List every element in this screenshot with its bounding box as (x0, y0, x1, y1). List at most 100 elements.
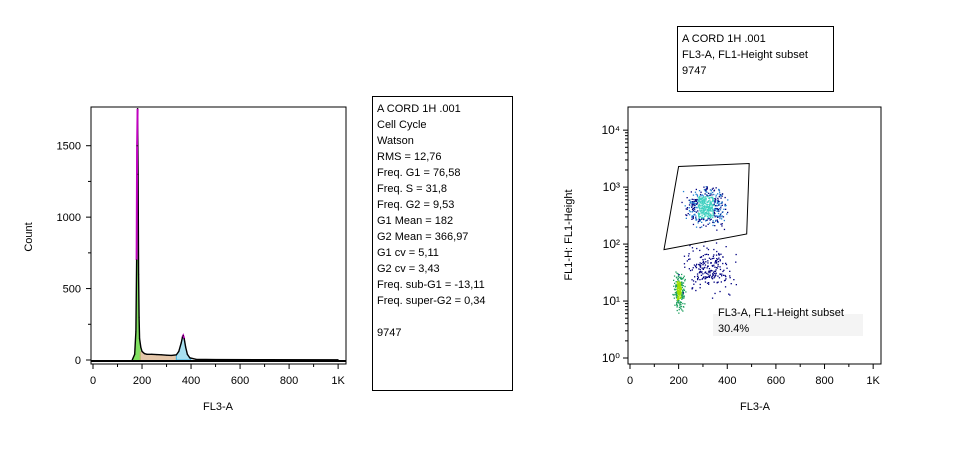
scatter-point (697, 275, 699, 277)
scatter-point (679, 286, 681, 289)
scatter-y-label: FL1-H: FL1-Height (563, 189, 575, 280)
scatter-point (677, 301, 679, 303)
scatter-point (680, 294, 682, 296)
scatter-x-tick-label: 200 (669, 375, 687, 387)
scatter-point (701, 197, 703, 199)
scatter-point (718, 254, 721, 256)
scatter-point (700, 274, 703, 276)
scatter-point (695, 211, 697, 213)
scatter-point (706, 187, 708, 189)
scatter-point (704, 258, 706, 260)
scatter-point (706, 247, 708, 249)
scatter-point (716, 204, 718, 207)
scatter-point (676, 283, 678, 285)
scatter-point (692, 287, 694, 289)
scatter-point (704, 201, 706, 203)
scatter-point (713, 189, 716, 191)
scatter-point (718, 277, 721, 279)
histogram-point (131, 359, 133, 361)
scatter-y-tick-label: 10⁴ (601, 123, 620, 137)
scatter-point (677, 290, 679, 292)
scatter-point (713, 248, 715, 251)
scatter-point (684, 280, 686, 282)
scatter-point (682, 291, 684, 293)
scatter-point (724, 204, 726, 207)
scatter-point (706, 186, 708, 188)
scatter-point (721, 195, 723, 197)
scatter-point (701, 271, 703, 273)
scatter-x-label: FL3-A (740, 401, 771, 413)
scatter-point (710, 192, 712, 194)
scatter-point (705, 205, 707, 207)
scatter-point (693, 283, 695, 285)
scatter-point (704, 211, 707, 214)
scatter-point (695, 217, 697, 219)
scatter-point (715, 215, 717, 217)
scatter-point (719, 217, 721, 220)
scatter-point (721, 225, 723, 227)
scatter-point (677, 278, 679, 281)
scatter-point (680, 278, 683, 280)
scatter-point (694, 276, 696, 278)
scatter-point (681, 286, 683, 289)
histogram-x-label: FL3-A (203, 401, 234, 413)
histogram-point (156, 353, 158, 356)
stats-line: G2 Mean = 366,97 (377, 231, 469, 243)
scatter-point (700, 198, 702, 200)
scatter-point (694, 191, 697, 193)
scatter-point (729, 270, 731, 272)
scatter-point (704, 208, 707, 210)
scatter-point (681, 294, 683, 296)
scatter-point (721, 273, 723, 275)
scatter-point (684, 266, 686, 268)
scatter-point (702, 211, 704, 214)
scatter-point (693, 203, 695, 205)
scatter-point (689, 269, 692, 272)
scatter-header-line: 9747 (682, 65, 707, 77)
scatter-point (715, 187, 717, 189)
scatter-point (708, 214, 710, 216)
scatter-point (711, 207, 713, 209)
histogram-point (137, 173, 139, 175)
scatter-point (692, 201, 694, 203)
scatter-point (709, 199, 711, 201)
scatter-point (704, 266, 706, 269)
scatter-point (712, 221, 714, 224)
scatter-point (700, 210, 703, 212)
scatter-point (703, 186, 705, 188)
scatter-point (713, 212, 716, 214)
scatter-y-tick-label: 10¹ (603, 294, 620, 308)
histogram-point (178, 350, 180, 353)
scatter-point (712, 272, 715, 274)
scatter-point (702, 260, 705, 263)
scatter-point (730, 283, 732, 285)
scatter-point (696, 201, 699, 203)
scatter-point (688, 210, 691, 212)
scatter-point (720, 194, 722, 196)
scatter-point (697, 210, 699, 212)
scatter-point (703, 213, 706, 215)
scatter-point (713, 214, 715, 216)
stats-line: RMS = 12,76 (377, 151, 442, 163)
scatter-point (712, 255, 714, 258)
scatter-point (705, 225, 707, 227)
scatter-point (677, 277, 679, 279)
scatter-point (725, 278, 727, 280)
scatter-x-tick-label: 1K (866, 375, 880, 387)
stats-line: G2 cv = 3,43 (377, 263, 440, 275)
scatter-point (689, 202, 691, 204)
histogram-stats-box: A CORD 1H .001 Cell Cycle Watson RMS = 12,7… (372, 96, 513, 391)
scatter-point (708, 217, 710, 220)
scatter-point (688, 199, 690, 201)
scatter-point (710, 202, 712, 205)
scatter-point (693, 264, 696, 266)
scatter-point (681, 297, 683, 299)
scatter-point (708, 195, 710, 197)
scatter-point (706, 215, 708, 217)
histogram-point (182, 335, 184, 337)
scatter-point (677, 282, 679, 285)
scatter-point (714, 208, 716, 210)
scatter-chart: FL3-A, FL1-Height subset 30.4% 0 200 400 60… (563, 106, 882, 413)
scatter-point (717, 221, 719, 224)
scatter-point (722, 211, 724, 213)
